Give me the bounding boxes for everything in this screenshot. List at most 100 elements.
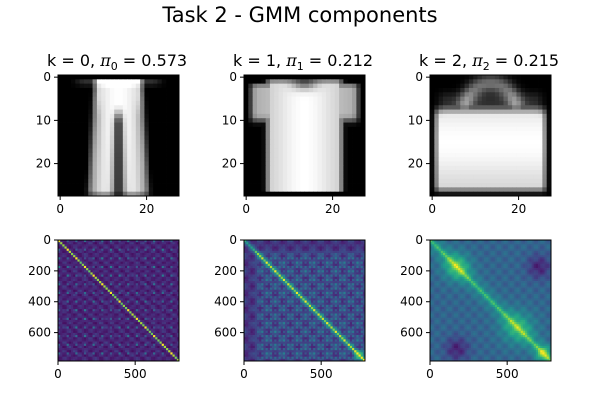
- pixel: [174, 131, 180, 136]
- pixel: [430, 75, 435, 80]
- pixel: [96, 178, 102, 184]
- pixel: [525, 139, 530, 145]
- pixel: [304, 83, 310, 89]
- pixel: [118, 187, 124, 193]
- cell: [153, 330, 156, 334]
- pixel: [321, 109, 327, 115]
- pixel: [174, 170, 180, 175]
- cell: [92, 259, 96, 262]
- pixel: [153, 161, 158, 167]
- cell: [124, 300, 128, 304]
- cell: [103, 250, 106, 254]
- cell: [88, 319, 91, 323]
- cell: [62, 274, 65, 278]
- cell: [176, 313, 180, 316]
- cell: [112, 317, 115, 321]
- pixel: [486, 83, 491, 89]
- cell: [170, 289, 173, 293]
- pixel: [460, 161, 465, 167]
- cell: [170, 270, 173, 273]
- cell: [101, 287, 104, 291]
- cell: [133, 322, 137, 325]
- pixel: [430, 187, 435, 193]
- cell: [116, 283, 119, 286]
- cell: [83, 328, 87, 332]
- cell: [62, 315, 65, 319]
- cell: [146, 317, 150, 321]
- cell: [159, 326, 163, 329]
- cell: [66, 285, 70, 288]
- pixel: [304, 170, 310, 175]
- cell: [107, 300, 111, 304]
- cell: [99, 281, 102, 284]
- pixel: [313, 83, 318, 89]
- pixel: [499, 157, 504, 162]
- cell: [131, 242, 134, 245]
- cell: [133, 263, 137, 267]
- cell: [92, 281, 96, 284]
- cell: [133, 332, 137, 336]
- pixel: [468, 118, 474, 123]
- pixel: [248, 144, 254, 149]
- pixel: [330, 187, 336, 193]
- pixel: [308, 183, 314, 188]
- cell: [131, 326, 134, 329]
- pixel: [499, 178, 504, 184]
- pixel: [58, 96, 63, 102]
- pixel: [486, 170, 491, 175]
- cell: [118, 309, 122, 312]
- cell: [163, 283, 167, 286]
- pixel: [96, 191, 102, 197]
- mean-image-2: [430, 75, 552, 197]
- pixel: [447, 105, 453, 110]
- pixel: [464, 139, 470, 145]
- pixel: [157, 187, 163, 193]
- cell: [94, 324, 98, 327]
- cell: [62, 322, 65, 325]
- cell: [103, 270, 106, 273]
- pixel: [533, 187, 539, 193]
- pixel: [66, 165, 72, 171]
- cell: [127, 315, 130, 319]
- cell: [135, 330, 139, 334]
- cell: [70, 246, 74, 249]
- cell: [88, 289, 91, 293]
- pixel: [66, 183, 72, 188]
- pixel: [447, 126, 453, 132]
- pixel: [62, 131, 68, 136]
- cell: [64, 263, 67, 267]
- cell: [172, 244, 176, 247]
- pixel: [96, 100, 102, 106]
- pixel: [166, 131, 171, 136]
- pixel: [481, 96, 487, 102]
- cell: [70, 291, 74, 295]
- pixel: [157, 83, 163, 89]
- pixel: [118, 83, 124, 89]
- cell: [135, 294, 139, 297]
- pixel: [317, 165, 323, 171]
- pixel: [352, 157, 357, 162]
- pixel: [58, 170, 63, 175]
- cell: [79, 248, 83, 252]
- cell: [112, 278, 115, 282]
- pixel: [434, 75, 440, 80]
- pixel: [533, 96, 539, 102]
- cell: [86, 311, 89, 314]
- cell: [116, 335, 119, 338]
- pixel: [92, 131, 98, 136]
- pixel: [542, 135, 548, 141]
- cell: [64, 281, 67, 284]
- cell: [92, 261, 96, 265]
- cell: [75, 265, 78, 269]
- pixel: [516, 113, 522, 119]
- cell: [133, 242, 137, 245]
- cell: [68, 339, 72, 342]
- pixel: [83, 191, 89, 197]
- pixel: [529, 105, 535, 110]
- pixel: [282, 144, 288, 149]
- pixel: [490, 113, 496, 119]
- pixel: [308, 83, 314, 89]
- cell: [92, 315, 96, 319]
- pixel: [468, 87, 474, 93]
- cell: [107, 250, 111, 254]
